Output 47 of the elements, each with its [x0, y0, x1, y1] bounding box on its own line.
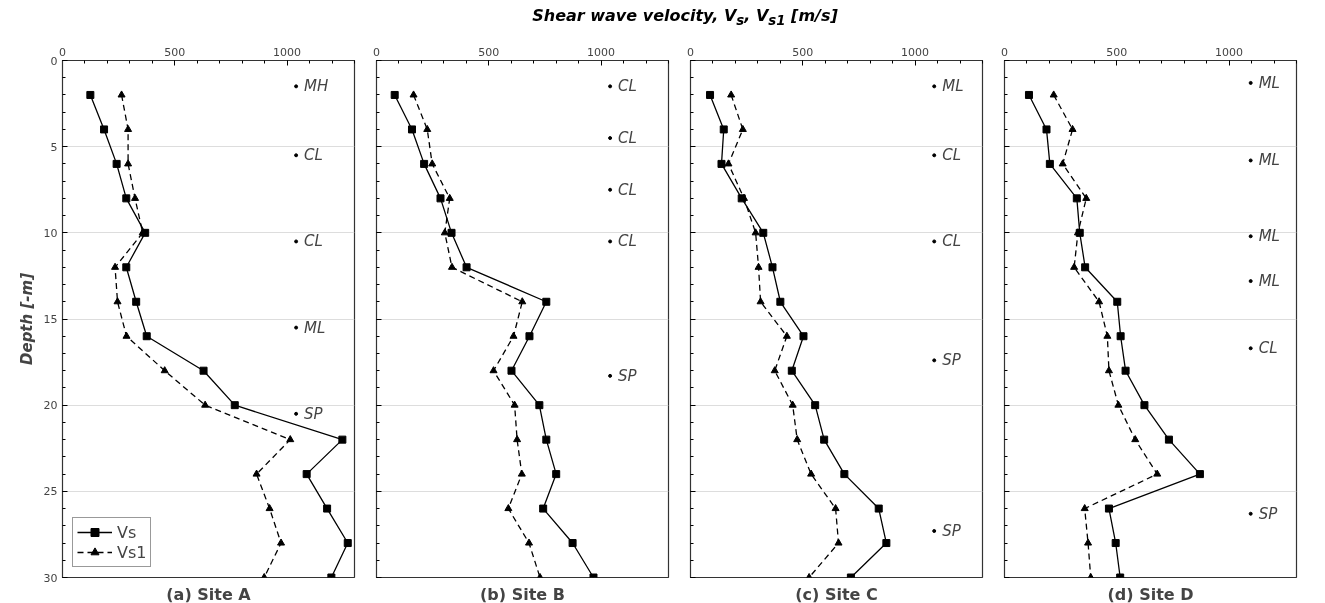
- annotation: CL: [618, 180, 637, 199]
- annotation: ML: [304, 318, 326, 337]
- text: (c) Site C: [795, 584, 878, 603]
- x-tick-label: 500: [1106, 45, 1128, 59]
- legend-label: Vs1: [117, 542, 147, 562]
- annotation: CL: [1258, 339, 1278, 358]
- y-axis-title: Depth [-m]: [17, 272, 36, 365]
- y-tick-label: 25: [43, 485, 58, 499]
- text: (a) Site A: [166, 584, 252, 603]
- annotation: CL: [304, 146, 323, 165]
- annotation: ML: [1258, 151, 1280, 170]
- annotation: CL: [304, 232, 323, 251]
- x-tick-label: 0: [1001, 45, 1008, 59]
- annotation: ML: [1258, 227, 1280, 246]
- text: (d) Site D: [1107, 584, 1194, 603]
- annotation: SP: [942, 351, 962, 370]
- annotation: SP: [942, 521, 962, 540]
- annotation: ML: [942, 77, 964, 96]
- annotation: ML: [1258, 73, 1280, 92]
- y-tick-label: 15: [43, 313, 58, 326]
- x-tick-label: 0: [687, 45, 694, 59]
- y-tick-label: 30: [43, 571, 58, 585]
- legend-label: Vs: [117, 522, 137, 542]
- y-tick-label: 20: [43, 399, 58, 413]
- x-tick-label: 500: [164, 45, 186, 59]
- x-tick-label: 0: [373, 45, 380, 59]
- annotation: CL: [618, 232, 637, 251]
- annotation: MH: [304, 77, 329, 96]
- x-tick-label: 500: [792, 45, 814, 59]
- annotation: CL: [942, 146, 962, 165]
- annotation: CL: [618, 129, 637, 148]
- annotation: SP: [304, 404, 324, 423]
- y-tick-label: 5: [50, 140, 58, 154]
- x-tick-label: 1000: [273, 45, 302, 59]
- x-tick-label: 1000: [587, 45, 616, 59]
- annotation: ML: [1258, 272, 1280, 291]
- x-axis-title: Shear wave velocity, V$_{s}$, V$_{s1}$ [m/s]: [531, 5, 839, 31]
- y-tick-label: 0: [50, 54, 58, 68]
- x-tick-label: 1000: [901, 45, 930, 59]
- annotation: SP: [1258, 504, 1279, 523]
- x-tick-label: 1000: [1215, 45, 1244, 59]
- annotation: SP: [618, 366, 638, 385]
- annotation: CL: [942, 232, 962, 251]
- annotation: CL: [618, 77, 637, 96]
- y-tick-label: 10: [43, 226, 58, 240]
- text: (b) Site B: [480, 584, 565, 603]
- x-tick-label: 500: [478, 45, 500, 59]
